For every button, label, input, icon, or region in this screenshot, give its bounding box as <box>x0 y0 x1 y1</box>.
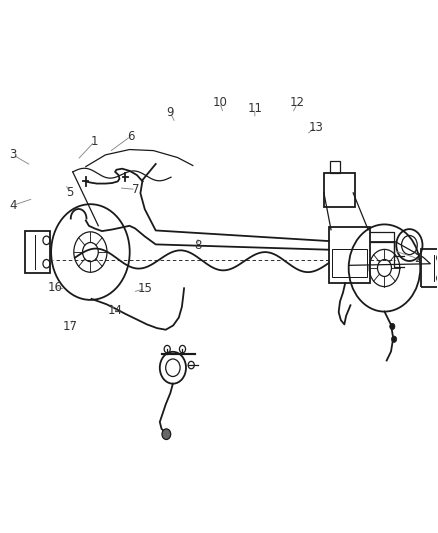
Text: 9: 9 <box>166 106 174 119</box>
Text: 13: 13 <box>308 120 323 134</box>
Text: 4: 4 <box>9 199 17 212</box>
Text: 6: 6 <box>127 130 134 143</box>
Circle shape <box>390 324 395 330</box>
Bar <box>421 249 438 287</box>
Text: 2: 2 <box>414 252 421 265</box>
Text: 12: 12 <box>290 96 305 109</box>
Text: 15: 15 <box>138 282 152 295</box>
Circle shape <box>392 336 397 342</box>
Bar <box>330 161 340 173</box>
Text: 10: 10 <box>212 96 227 109</box>
Bar <box>25 231 50 273</box>
Bar <box>329 227 370 283</box>
Text: 1: 1 <box>91 135 98 148</box>
Bar <box>332 249 367 277</box>
Text: 3: 3 <box>9 148 17 161</box>
Text: 7: 7 <box>132 183 140 196</box>
Text: 5: 5 <box>66 185 74 199</box>
Text: 16: 16 <box>48 281 63 294</box>
Text: 11: 11 <box>247 102 262 115</box>
Bar <box>324 173 355 207</box>
Text: 14: 14 <box>108 304 123 317</box>
Text: 17: 17 <box>62 320 77 333</box>
Text: 8: 8 <box>194 239 202 252</box>
Circle shape <box>162 429 171 440</box>
